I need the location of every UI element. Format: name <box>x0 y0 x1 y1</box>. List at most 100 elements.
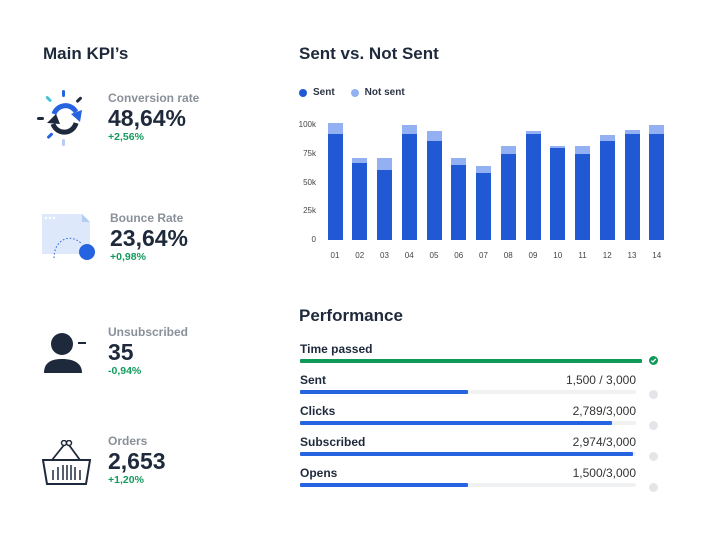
kpi-label: Bounce Rate <box>110 211 184 225</box>
kpi-delta: +1,20% <box>108 474 144 486</box>
performance-label: Time passed <box>300 342 373 356</box>
bar-not-sent-04 <box>401 125 417 135</box>
performance-row: Time passed <box>300 342 642 370</box>
x-tick-label: 07 <box>479 251 488 260</box>
bar-not-sent-03 <box>377 158 392 170</box>
x-tick-label: 14 <box>652 251 662 260</box>
pending-circle-icon <box>649 452 658 461</box>
progress-fill <box>300 359 642 363</box>
kpi-label: Conversion rate <box>108 91 200 105</box>
progress-fill <box>300 421 613 425</box>
bar-not-sent-01 <box>327 122 343 135</box>
x-tick-label: 01 <box>330 251 340 260</box>
bar-sent-06 <box>451 165 467 240</box>
performance-row: Sent 1,500 / 3,000 <box>300 373 642 401</box>
bar-sent-13 <box>624 134 640 240</box>
bar-not-sent-13 <box>624 129 640 135</box>
pending-circle-icon <box>649 390 658 399</box>
y-tick-label: 50k <box>303 177 316 187</box>
kpi-value: 23,64% <box>110 225 189 251</box>
legend-label-sent: Sent <box>313 87 335 98</box>
progress-track <box>300 452 636 456</box>
x-tick-label: 04 <box>404 251 414 260</box>
bar-sent-08 <box>500 153 516 240</box>
x-tick-label: 02 <box>355 251 365 260</box>
bar-not-sent-08 <box>500 145 516 154</box>
progress-fill <box>300 390 468 394</box>
performance-value: 1,500/3,000 <box>572 466 636 480</box>
y-tick-label: 100k <box>298 120 316 129</box>
x-tick-label: 12 <box>602 251 612 260</box>
kpi-label: Unsubscribed <box>108 325 189 339</box>
bar-sent-12 <box>599 141 615 240</box>
performance-label: Sent <box>300 373 327 387</box>
chart-title: Sent vs. Not Sent <box>299 44 439 63</box>
progress-fill <box>300 483 468 487</box>
bar-sent-03 <box>377 169 392 240</box>
performance-value: 2,789/3,000 <box>572 404 636 418</box>
bar-not-sent-14 <box>649 125 665 135</box>
bar-not-sent-02 <box>352 158 368 163</box>
x-tick-label: 05 <box>429 251 439 260</box>
progress-track <box>300 359 642 363</box>
x-tick-label: 10 <box>553 251 563 260</box>
performance-row: Clicks 2,789/3,000 <box>300 404 642 432</box>
bar-sent-14 <box>649 134 665 240</box>
bar-sent-09 <box>525 134 541 240</box>
y-tick-label: 0 <box>311 235 316 244</box>
bar-sent-10 <box>550 148 566 240</box>
kpi-conversion-rate: Conversion rate 48,64% +2,56% <box>108 91 199 143</box>
performance-label: Clicks <box>300 404 336 418</box>
bar-not-sent-11 <box>575 145 590 154</box>
bar-sent-04 <box>401 134 417 240</box>
x-tick-label: 06 <box>454 251 464 260</box>
check-circle-icon <box>649 356 658 365</box>
bar-not-sent-09 <box>525 130 541 135</box>
basket-icon <box>41 439 92 491</box>
progress-fill <box>300 452 633 456</box>
kpi-delta: -0,94% <box>108 365 142 377</box>
x-tick-label: 09 <box>528 251 538 260</box>
progress-track <box>300 421 636 425</box>
x-tick-label: 03 <box>380 251 389 260</box>
x-tick-label: 08 <box>503 251 513 260</box>
performance-row: Subscribed 2,974/3,000 <box>300 435 642 463</box>
user-minus-icon <box>44 332 92 379</box>
y-tick-label: 25k <box>303 206 316 216</box>
kpi-delta: +0,98% <box>110 251 146 263</box>
refresh-icon <box>36 88 92 153</box>
pending-circle-icon <box>649 483 658 492</box>
progress-track <box>300 390 636 394</box>
kpi-bounce-rate: Bounce Rate 23,64% +0,98% <box>110 211 188 263</box>
y-tick-label: 75k <box>303 148 316 158</box>
kpi-value: 2,653 <box>108 448 166 474</box>
kpi-orders: Orders 2,653 +1,20% <box>108 434 166 486</box>
kpi-value: 35 <box>108 339 134 365</box>
chart-legend: Sent Not sent <box>299 87 405 98</box>
performance-row: Opens 1,500/3,000 <box>300 466 642 494</box>
bar-sent-01 <box>327 134 343 240</box>
performance-label: Opens <box>300 466 338 480</box>
bar-sent-11 <box>575 153 590 240</box>
kpi-title: Main KPI’s <box>43 44 129 63</box>
bar-sent-02 <box>352 162 368 240</box>
performance-label: Subscribed <box>300 435 366 449</box>
bar-not-sent-06 <box>451 158 467 166</box>
bar-not-sent-07 <box>476 166 491 174</box>
progress-track <box>300 483 636 487</box>
legend-swatch-sent <box>299 88 307 97</box>
bounce-page-icon <box>42 214 98 269</box>
performance-value: 1,500 / 3,000 <box>565 373 636 387</box>
x-tick-label: 11 <box>578 251 587 260</box>
kpi-unsubscribed: Unsubscribed 35 -0,94% <box>108 325 188 377</box>
kpi-value: 48,64% <box>108 105 187 131</box>
kpi-delta: +2,56% <box>108 131 144 143</box>
performance-value: 2,974/3,000 <box>572 435 636 449</box>
x-tick-label: 13 <box>627 251 637 260</box>
legend-label-not-sent: Not sent <box>364 87 405 98</box>
bar-sent-05 <box>426 141 442 240</box>
bar-not-sent-10 <box>550 145 566 148</box>
pending-circle-icon <box>649 421 658 430</box>
bar-sent-07 <box>476 173 491 240</box>
legend-swatch-not-sent <box>350 88 359 97</box>
